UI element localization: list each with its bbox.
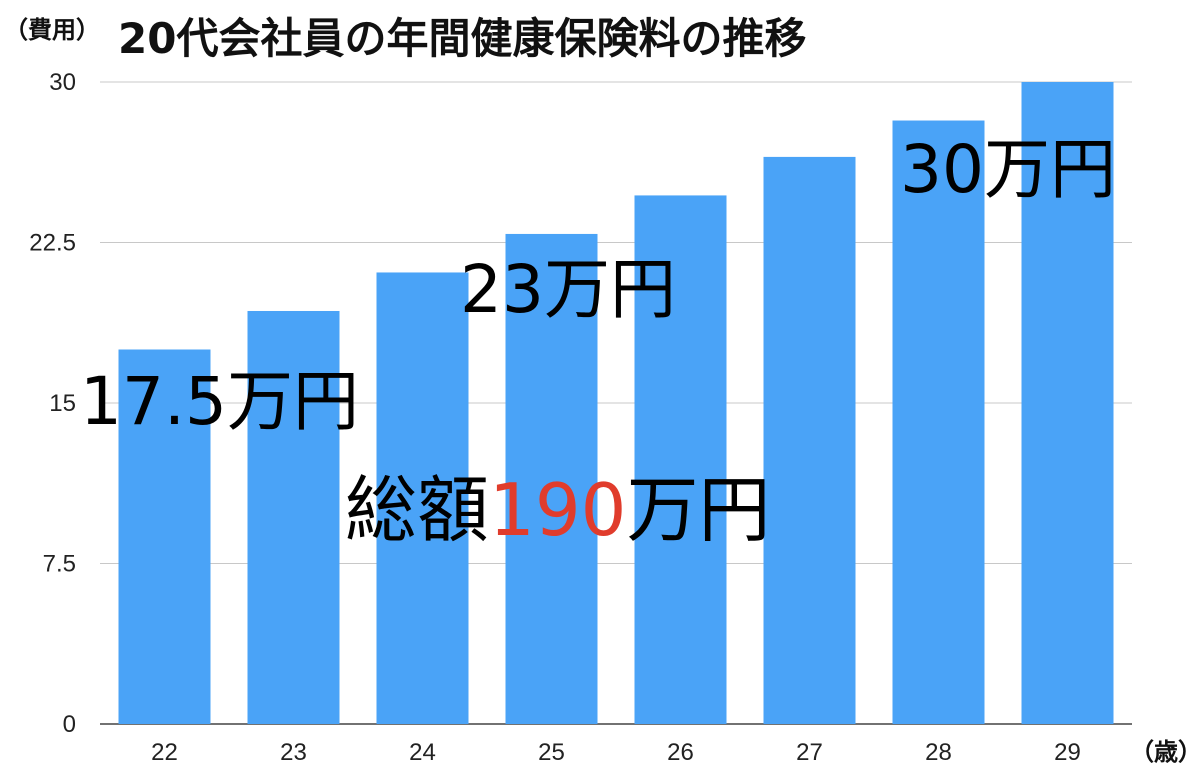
chart-title: 20代会社員の年間健康保険料の推移 (118, 14, 806, 63)
x-tick-label: 27 (796, 739, 823, 766)
bars (118, 82, 1114, 725)
bar (376, 272, 469, 724)
total-suffix: 万円 (626, 468, 770, 552)
x-tick-label: 28 (925, 739, 952, 766)
x-axis: 22 23 24 25 26 27 28 29 (151, 739, 1081, 766)
y-tick-label: 30 (49, 69, 76, 96)
bar (634, 195, 727, 725)
annotation-middle: 23万円 (460, 251, 676, 328)
bar (892, 120, 985, 724)
bar (763, 156, 856, 724)
x-unit-label: （歳） (1130, 738, 1200, 766)
bar (1021, 82, 1114, 724)
bar (247, 310, 340, 724)
annotation-total: 総額190万円 (345, 468, 770, 552)
bar (118, 349, 211, 724)
x-tick-label: 25 (538, 739, 565, 766)
y-tick-label: 22.5 (29, 230, 76, 257)
x-tick-label: 22 (151, 739, 178, 766)
annotation-last: 30万円 (900, 131, 1116, 208)
y-tick-label: 0 (63, 711, 76, 738)
y-unit-label: （費用） (4, 16, 100, 44)
y-axis: 0 7.5 15 22.5 30 (29, 69, 76, 738)
bar (505, 233, 598, 724)
x-tick-label: 26 (667, 739, 694, 766)
total-prefix: 総額 (345, 468, 489, 552)
y-tick-label: 15 (49, 390, 76, 417)
y-tick-label: 7.5 (43, 551, 76, 578)
x-tick-label: 24 (409, 739, 436, 766)
x-tick-label: 23 (280, 739, 307, 766)
total-value: 190 (489, 468, 626, 552)
x-tick-label: 29 (1054, 739, 1081, 766)
annotation-first: 17.5万円 (80, 363, 359, 440)
